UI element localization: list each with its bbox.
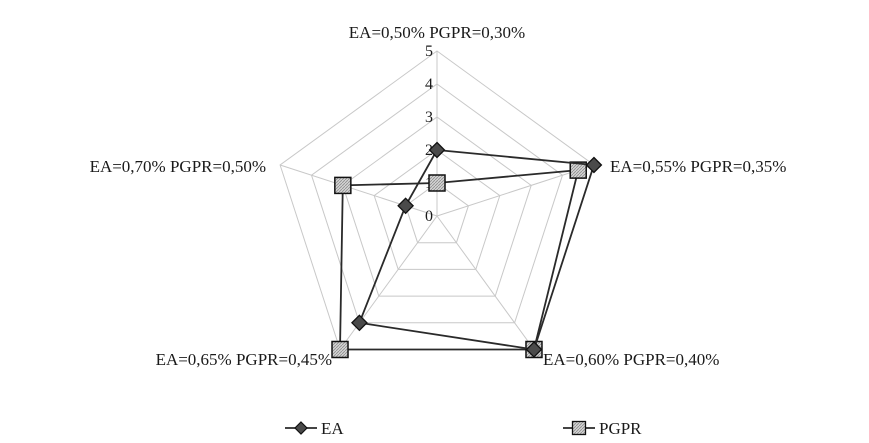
category-label: EA=0,60% PGPR=0,40% — [543, 350, 719, 369]
category-label: EA=0,70% PGPR=0,50% — [90, 157, 266, 176]
grid-ring — [373, 149, 501, 270]
grid-spoke — [436, 164, 595, 217]
legend: EA PGPR — [285, 419, 642, 438]
tick-label: 2 — [425, 142, 433, 159]
diamond-marker — [397, 197, 415, 215]
grid-ring — [342, 116, 532, 297]
tick-label: 4 — [425, 76, 433, 93]
grid-spoke — [436, 215, 535, 350]
grid-ring — [405, 182, 469, 244]
tick-label: 3 — [425, 109, 433, 126]
diamond-marker — [350, 314, 368, 332]
radar-grid — [279, 50, 595, 350]
square-marker — [331, 340, 349, 359]
series-ea — [350, 141, 603, 358]
category-label: EA=0,50% PGPR=0,30% — [349, 23, 525, 42]
series-line — [358, 149, 596, 351]
series-pgpr — [331, 161, 587, 359]
diamond-marker — [428, 141, 446, 159]
legend-item-pgpr: PGPR — [563, 419, 642, 438]
square-marker — [334, 176, 352, 195]
series-line — [339, 169, 580, 351]
legend-item-ea: EA — [285, 419, 344, 438]
grid-spoke — [339, 215, 438, 350]
diamond-marker — [294, 421, 308, 435]
diamond-marker — [525, 341, 543, 358]
category-label: EA=0,65% PGPR=0,45% — [156, 350, 332, 369]
series-layer — [331, 141, 603, 359]
legend-label: PGPR — [599, 419, 642, 438]
category-label: EA=0,55% PGPR=0,35% — [610, 157, 786, 176]
tick-label: 5 — [425, 43, 433, 60]
radial-tick-labels: 012345 — [425, 43, 433, 225]
square-marker — [569, 161, 587, 179]
diamond-marker — [585, 156, 603, 174]
square-marker — [428, 174, 446, 192]
category-labels: EA=0,50% PGPR=0,30% EA=0,55% PGPR=0,35% EA… — [90, 23, 787, 369]
square-marker — [571, 420, 587, 436]
tick-label: 0 — [425, 208, 433, 225]
legend-label: EA — [321, 419, 344, 438]
